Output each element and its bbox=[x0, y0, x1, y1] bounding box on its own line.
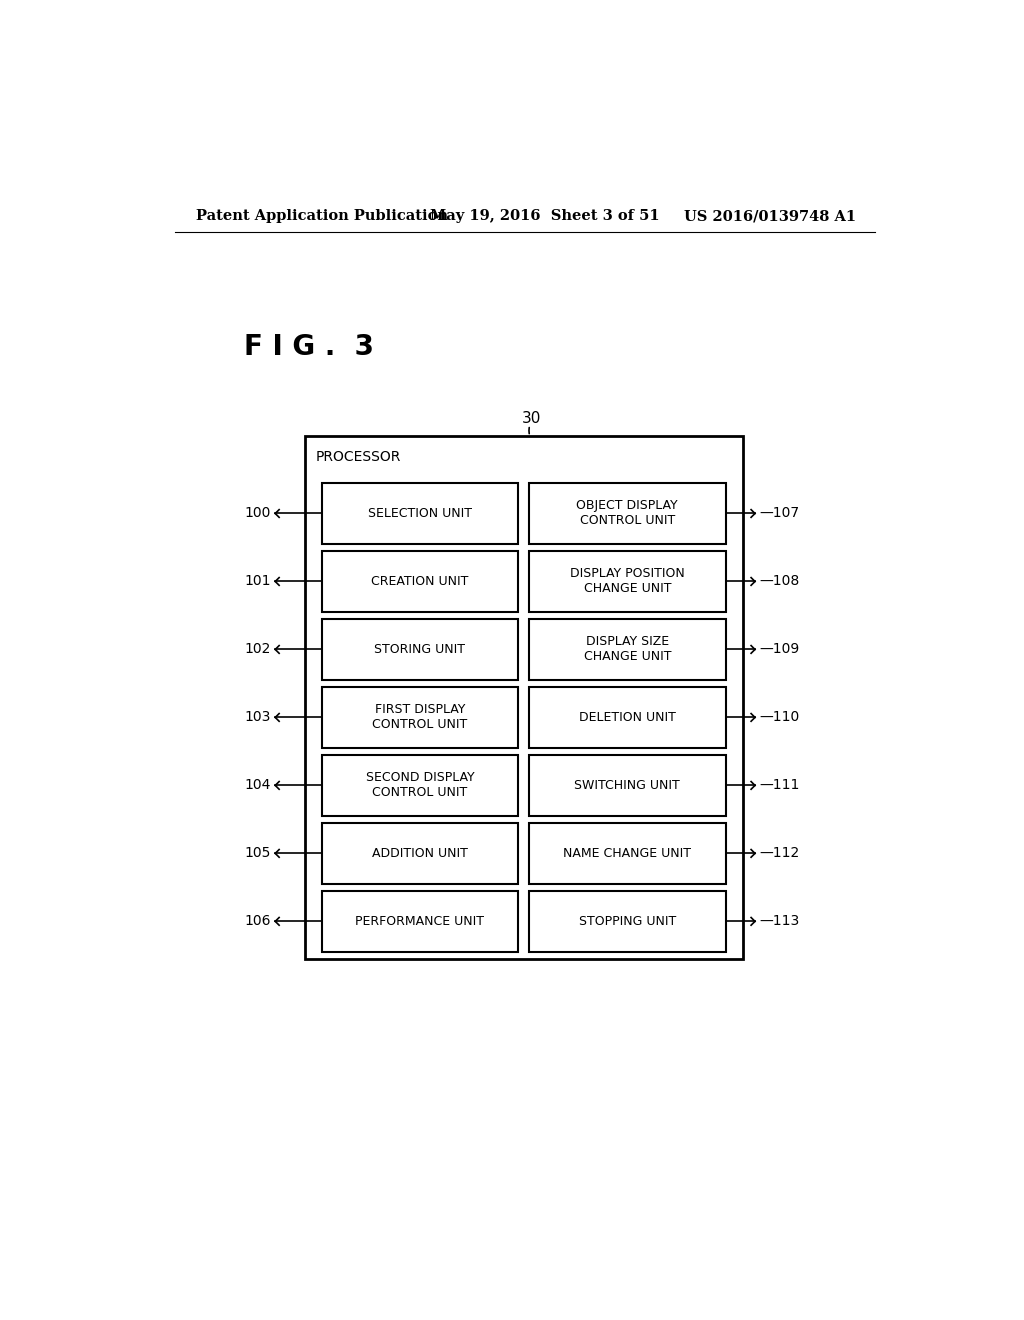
Text: 104: 104 bbox=[245, 779, 270, 792]
Text: ADDITION UNIT: ADDITION UNIT bbox=[372, 847, 468, 859]
Text: 102: 102 bbox=[245, 643, 270, 656]
Text: SELECTION UNIT: SELECTION UNIT bbox=[368, 507, 472, 520]
Text: —108: —108 bbox=[760, 574, 800, 589]
Bar bbox=[322, 552, 518, 611]
Text: 105: 105 bbox=[245, 846, 270, 861]
Bar bbox=[322, 891, 518, 952]
Text: 106: 106 bbox=[244, 915, 270, 928]
Text: PROCESSOR: PROCESSOR bbox=[315, 450, 401, 465]
Text: 103: 103 bbox=[245, 710, 270, 725]
Text: —110: —110 bbox=[760, 710, 800, 725]
Text: FIRST DISPLAY
CONTROL UNIT: FIRST DISPLAY CONTROL UNIT bbox=[373, 704, 468, 731]
Text: May 19, 2016  Sheet 3 of 51: May 19, 2016 Sheet 3 of 51 bbox=[430, 209, 659, 223]
Text: US 2016/0139748 A1: US 2016/0139748 A1 bbox=[684, 209, 856, 223]
Bar bbox=[529, 824, 726, 883]
Text: DISPLAY POSITION
CHANGE UNIT: DISPLAY POSITION CHANGE UNIT bbox=[570, 568, 685, 595]
Bar bbox=[305, 436, 742, 960]
Bar bbox=[529, 552, 726, 611]
Text: CREATION UNIT: CREATION UNIT bbox=[372, 576, 469, 587]
Text: PERFORMANCE UNIT: PERFORMANCE UNIT bbox=[355, 915, 484, 928]
Text: —107: —107 bbox=[760, 507, 800, 520]
Text: DISPLAY SIZE
CHANGE UNIT: DISPLAY SIZE CHANGE UNIT bbox=[584, 635, 671, 664]
Bar bbox=[529, 755, 726, 816]
Text: —112: —112 bbox=[760, 846, 800, 861]
Bar bbox=[529, 891, 726, 952]
Text: —113: —113 bbox=[760, 915, 800, 928]
Text: 101: 101 bbox=[244, 574, 270, 589]
Bar bbox=[322, 483, 518, 544]
Text: —111: —111 bbox=[760, 779, 800, 792]
Text: —109: —109 bbox=[760, 643, 800, 656]
Bar bbox=[322, 755, 518, 816]
Text: STOPPING UNIT: STOPPING UNIT bbox=[579, 915, 676, 928]
Text: SWITCHING UNIT: SWITCHING UNIT bbox=[574, 779, 680, 792]
Bar bbox=[322, 824, 518, 883]
Bar bbox=[529, 688, 726, 747]
Text: 100: 100 bbox=[245, 507, 270, 520]
Text: F I G .  3: F I G . 3 bbox=[245, 333, 374, 362]
Bar bbox=[322, 619, 518, 680]
Text: SECOND DISPLAY
CONTROL UNIT: SECOND DISPLAY CONTROL UNIT bbox=[366, 771, 474, 800]
Text: DELETION UNIT: DELETION UNIT bbox=[579, 711, 676, 723]
Bar bbox=[322, 688, 518, 747]
Text: 30: 30 bbox=[521, 411, 541, 426]
Text: OBJECT DISPLAY
CONTROL UNIT: OBJECT DISPLAY CONTROL UNIT bbox=[577, 499, 678, 528]
Bar bbox=[529, 619, 726, 680]
Text: STORING UNIT: STORING UNIT bbox=[375, 643, 466, 656]
Bar bbox=[529, 483, 726, 544]
Text: NAME CHANGE UNIT: NAME CHANGE UNIT bbox=[563, 847, 691, 859]
Text: Patent Application Publication: Patent Application Publication bbox=[197, 209, 449, 223]
